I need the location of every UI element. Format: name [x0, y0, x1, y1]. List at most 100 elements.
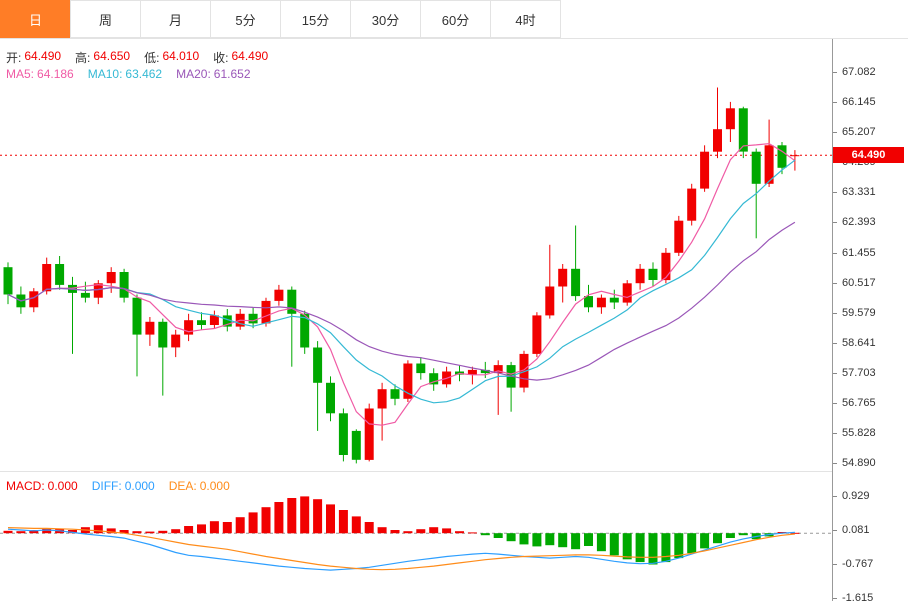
macd-bar [609, 533, 619, 556]
open-pair: 开: 64.490 [6, 49, 61, 66]
macd-bar [648, 533, 658, 565]
axis-tick-label: 0.081 [842, 524, 870, 536]
macd-bar [338, 510, 348, 534]
candle-body [403, 363, 413, 399]
ma5-label: MA5: [6, 67, 35, 81]
tab-15min[interactable]: 15分 [280, 0, 351, 38]
candle-body [429, 373, 439, 385]
macd-bar [700, 533, 710, 549]
candle-body [80, 292, 90, 298]
axis-tick-label: 60.517 [842, 276, 876, 289]
tab-5min[interactable]: 5分 [210, 0, 281, 38]
axis-tick-label: 57.703 [842, 366, 876, 379]
candle-body [197, 320, 206, 325]
macd-bar [596, 533, 606, 552]
macd-bar [3, 530, 13, 534]
candle-body [713, 129, 722, 152]
ma5-pair: MA5: 64.186 [6, 67, 74, 81]
candle-body [222, 315, 232, 327]
macd-bar [287, 498, 297, 534]
candle-body [777, 145, 787, 168]
candle-body [700, 151, 710, 189]
axis-tick-label: -1.615 [842, 592, 874, 601]
high-value: 64.650 [93, 49, 131, 63]
candle-body [480, 369, 490, 374]
tab-day[interactable]: 日 [0, 0, 71, 38]
candle-body [261, 300, 271, 324]
macd-bar [584, 533, 593, 546]
ma5-value: 64.186 [37, 67, 74, 81]
axis-tick-label: -0.767 [842, 558, 874, 570]
candle-body [467, 369, 477, 375]
main-chart-svg [0, 87, 832, 464]
macd-bar [545, 533, 555, 546]
axis-tick-label: 55.828 [842, 426, 876, 439]
axis-tick-mark [833, 342, 837, 344]
candle-body [119, 272, 129, 298]
low-pair: 低: 64.010 [144, 49, 199, 66]
axis-tick-mark [833, 132, 837, 134]
macd-bar [455, 531, 464, 534]
axis-tick-mark [833, 530, 837, 531]
candle-body [584, 296, 593, 308]
high-pair: 高: 64.650 [75, 49, 130, 66]
tab-month[interactable]: 月 [140, 0, 211, 38]
candle-body [42, 264, 52, 292]
candle-body [338, 413, 348, 455]
macd-bar [197, 524, 206, 534]
macd-bar [661, 533, 671, 563]
axis-tick-label: 56.765 [842, 396, 876, 409]
macd-bar [558, 533, 568, 548]
macd-label: MACD: [6, 479, 45, 493]
axis-tick-mark [833, 463, 837, 464]
candle-body [558, 268, 568, 287]
axis-tick-mark [833, 432, 837, 434]
low-label: 低: [144, 51, 160, 65]
tab-week[interactable]: 周 [70, 0, 141, 38]
macd-bar [738, 533, 748, 536]
close-value: 64.490 [231, 49, 269, 63]
tab-60min[interactable]: 60分 [420, 0, 491, 38]
ma10-label: MA10: [87, 67, 123, 81]
macd-bar [29, 530, 39, 534]
macd-bar [158, 530, 168, 534]
macd-bar [622, 533, 632, 560]
tab-30min[interactable]: 30分 [350, 0, 421, 38]
candle-body [171, 334, 181, 348]
macd-bar [42, 528, 52, 534]
axis-tick-mark [833, 372, 837, 374]
macd-bar [364, 522, 374, 534]
ma20-label: MA20: [176, 67, 211, 81]
candle-body [93, 283, 103, 298]
axis-tick-mark [833, 282, 837, 284]
axis-tick-label: 65.207 [842, 126, 876, 139]
candle-body [661, 252, 671, 281]
candle-body [106, 272, 116, 284]
axis-tick-label: 62.393 [842, 216, 876, 229]
macd-bar [235, 517, 245, 534]
macd-chart[interactable] [0, 478, 832, 601]
macd-bar [68, 530, 77, 534]
candle-body [532, 315, 542, 354]
candle-body [519, 353, 529, 388]
macd-bar [132, 531, 142, 534]
macd-pair: MACD: 0.000 [6, 479, 78, 493]
macd-bar [390, 530, 400, 534]
candle-body [209, 315, 219, 325]
macd-bar [635, 533, 645, 563]
axis-tick-mark [833, 312, 837, 314]
price-axis: 67.08266.14565.20764.26963.33162.39361.4… [832, 39, 908, 601]
macd-bar [506, 533, 516, 542]
candle-body [622, 283, 632, 303]
macd-bar [248, 512, 258, 534]
main-chart[interactable] [0, 39, 832, 471]
timeframe-tabbar: 日 周 月 5分 15分 30分 60分 4时 [0, 0, 908, 39]
low-value: 64.010 [162, 49, 200, 63]
candle-body [609, 297, 619, 303]
tab-4hour[interactable]: 4时 [490, 0, 561, 38]
ma20-line [7, 221, 796, 381]
dea-pair: DEA: 0.000 [169, 479, 230, 493]
macd-chart-svg [0, 496, 832, 571]
diff-line [7, 528, 795, 571]
axis-tick-mark [833, 496, 837, 497]
